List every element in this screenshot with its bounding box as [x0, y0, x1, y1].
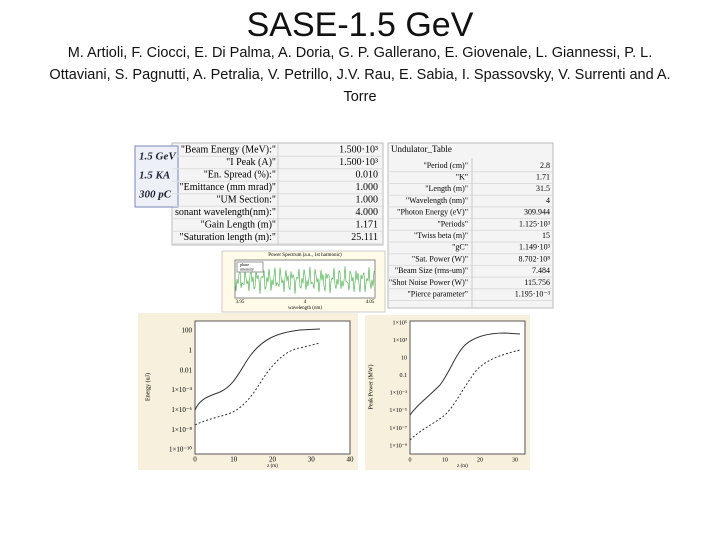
undulator-label: "Length (m)" [425, 184, 468, 193]
x-tick-label: 20 [269, 456, 277, 464]
undulator-label: "Periods" [437, 219, 468, 228]
param-value: 1.000 [356, 182, 379, 193]
undulator-value: 4 [546, 196, 550, 205]
energy-curve-dashed [194, 342, 321, 426]
undulator-label: "Photon Energy (eV)" [397, 208, 468, 217]
undulator-label: "Shot Noise Power (W)" [389, 278, 468, 287]
y-tick-label: 1×10⁻⁶ [171, 406, 192, 414]
y-tick-label: 1×10⁻³ [390, 391, 408, 397]
y-tick-label: 10 [401, 356, 407, 362]
undulator-label: "Twiss beta (m)" [414, 231, 468, 240]
power-curve-dashed [409, 349, 521, 441]
undulator-value: 2.8 [540, 161, 550, 170]
y-tick-label: 1×10⁻⁸ [171, 426, 192, 434]
param-value: 1.500·10³ [339, 144, 378, 155]
undulator-label: "gC" [452, 243, 468, 252]
param-label: "Beam Energy (MeV):" [181, 144, 276, 155]
x-tick-label: 10 [442, 457, 448, 463]
spectrum-x-tick: 4 [304, 300, 307, 305]
x-axis-label: z (m) [457, 464, 468, 469]
param-label: "En. Spread (%):" [204, 169, 276, 180]
param-label: "I Peak (A)" [226, 157, 276, 168]
y-tick-label: 1×10⁻⁷ [389, 426, 407, 432]
param-value: 0.010 [356, 169, 379, 180]
x-tick-label: 0 [409, 457, 412, 463]
y-tick-label: 1×10⁵ [393, 320, 407, 326]
undulator-value: 309.944 [524, 208, 550, 217]
undulator-value: 1.149·10³ [519, 243, 551, 252]
undulator-value: 15 [542, 231, 550, 240]
spectrum-legend-entry: phase [240, 262, 249, 267]
authors: M. Artioli, F. Ciocci, E. Di Palma, A. D… [49, 45, 671, 105]
spectrum-legend [236, 261, 264, 273]
param-value: 1.500·10³ [339, 157, 378, 168]
param-label: "Saturation length (m):" [180, 232, 276, 243]
x-tick-label: 30 [512, 457, 518, 463]
y-tick-label: 1×10⁻⁴ [171, 386, 192, 394]
undulator-value: 7.484 [532, 266, 550, 275]
beam-spec: 1.5 GeV [139, 151, 177, 163]
param-value: 1.171 [356, 219, 379, 230]
undulator-value: 1.195·10⁻³ [515, 290, 551, 299]
param-label: "UM Section:" [216, 194, 276, 205]
x-tick-label: 40 [347, 456, 355, 464]
y-tick-label: 1 [189, 346, 193, 354]
spectrum-legend-entry: intensity [240, 266, 254, 271]
undulator-value: 8.702·10⁸ [519, 254, 551, 263]
y-axis-label: Peak Power (MW) [367, 365, 374, 410]
spectrum-x-tick: 4.05 [366, 300, 375, 305]
undulator-value: 115.756 [524, 278, 550, 287]
y-tick-label: 1×10³ [393, 338, 407, 344]
spectrum-noise [234, 266, 376, 294]
x-tick-label: 10 [230, 456, 238, 464]
param-value: 4.000 [356, 207, 379, 218]
beam-spec: 1.5 KA [139, 170, 170, 182]
undulator-label: "K" [456, 173, 468, 182]
power-plot-frame [409, 320, 526, 455]
x-tick-label: 30 [308, 456, 316, 464]
energy-plot-frame [194, 320, 351, 455]
y-tick-label: 1×10⁻⁵ [389, 408, 407, 414]
param-value: 25.111 [351, 232, 378, 243]
param-label: "Gain Length (m)" [201, 219, 276, 230]
undulator-value: 31.5 [536, 184, 550, 193]
spectrum-title: Power Spectrum (a.u., 1st harmonic) [268, 253, 342, 258]
undulator-value: 1.71 [536, 173, 550, 182]
x-axis-label: z (m) [267, 464, 278, 469]
undulator-label: "Wavelength (nm)" [406, 196, 468, 205]
y-axis-label: Energy (uJ) [144, 373, 151, 401]
undulator-label: "Beam Size (rms-um)" [395, 266, 468, 275]
param-label: sonant wavelength(nm):" [175, 207, 276, 218]
undulator-table-bg [387, 142, 554, 309]
spectrum-x-tick: 3.95 [236, 300, 245, 305]
y-tick-label: 0.01 [180, 366, 193, 374]
x-tick-label: 20 [477, 457, 483, 463]
undulator-label: "Sat. Power (W)" [412, 254, 468, 263]
undulator-label: "Period (cm)" [423, 161, 468, 170]
y-tick-label: 100 [182, 327, 193, 335]
x-tick-label: 0 [193, 456, 197, 464]
undulator-title: Undulator_Table [391, 144, 452, 154]
y-tick-label: 1×10⁻¹⁰ [169, 446, 192, 454]
undulator-label: "Pierce parameter" [408, 290, 469, 299]
beam-spec: 300 pC [138, 189, 172, 201]
y-tick-label: 1×10⁻⁹ [389, 443, 407, 449]
y-tick-label: 0.1 [400, 373, 408, 379]
power-curve [409, 332, 521, 416]
slide-title: SASE-1.5 GeV [246, 6, 474, 44]
param-label: "Emittance (mm mrad)" [180, 182, 276, 193]
spectrum-x-label: wavelength (nm) [288, 306, 322, 311]
energy-curve [194, 328, 321, 411]
param-value: 1.000 [356, 194, 379, 205]
beam-box-bg [134, 145, 179, 208]
undulator-value: 1.125·10³ [519, 219, 551, 228]
